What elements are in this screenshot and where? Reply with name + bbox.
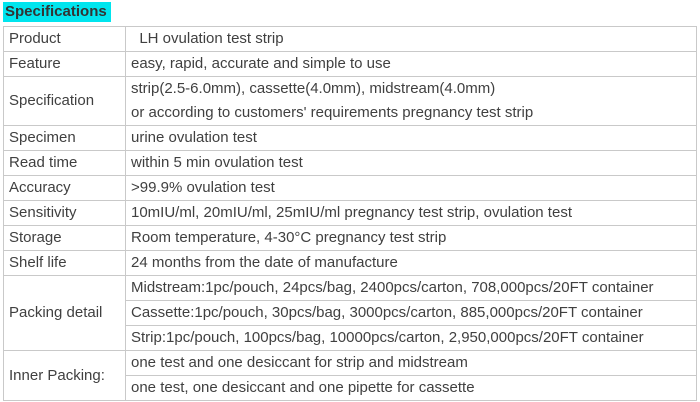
page-title-wrap: Specifications [0, 0, 700, 26]
table-row: Specification strip(2.5-6.0mm), cassette(… [3, 76, 697, 126]
row-value: 10mIU/ml, 20mIU/ml, 25mIU/ml pregnancy t… [125, 200, 697, 226]
spec-table-body: Product LH ovulation test strip Feature ea… [3, 26, 697, 401]
page-title: Specifications [3, 2, 111, 22]
row-label: Feature [3, 51, 126, 77]
row-value: easy, rapid, accurate and simple to use [125, 51, 697, 77]
row-label: Specimen [3, 125, 126, 151]
row-label: Read time [3, 150, 126, 176]
specifications-table: Product LH ovulation test strip Feature ea… [3, 26, 697, 401]
row-value: Midstream:1pc/pouch, 24pcs/bag, 2400pcs/… [125, 275, 697, 301]
row-value: Cassette:1pc/pouch, 30pcs/bag, 3000pcs/c… [125, 300, 697, 326]
table-row: Packing detail Midstream:1pc/pouch, 24pcs… [3, 275, 697, 351]
table-row: Inner Packing: one test and one desiccant… [3, 350, 697, 401]
row-value: one test and one desiccant for strip and… [125, 350, 697, 376]
row-value: strip(2.5-6.0mm), cassette(4.0mm), midst… [125, 76, 697, 126]
row-value: >99.9% ovulation test [125, 175, 697, 201]
row-label: Sensitivity [3, 200, 126, 226]
table-row: Read time within 5 min ovulation test [3, 150, 697, 176]
table-row: one test, one desiccant and one pipette … [4, 375, 697, 401]
table-row: Feature easy, rapid, accurate and simple … [3, 51, 697, 77]
row-label: Product [3, 26, 126, 52]
row-value: one test, one desiccant and one pipette … [125, 375, 697, 401]
table-row: Specimen urine ovulation test [3, 125, 697, 151]
table-row: Accuracy >99.9% ovulation test [3, 175, 697, 201]
table-row: Cassette:1pc/pouch, 30pcs/bag, 3000pcs/c… [4, 300, 697, 326]
table-row: Shelf life 24 months from the date of man… [3, 250, 697, 276]
row-label: Accuracy [3, 175, 126, 201]
table-row: Strip:1pc/pouch, 100pcs/bag, 10000pcs/ca… [4, 325, 697, 351]
row-value: Room temperature, 4-30°C pregnancy test … [125, 225, 697, 251]
row-label: Inner Packing: [3, 350, 126, 401]
row-value: Strip:1pc/pouch, 100pcs/bag, 10000pcs/ca… [125, 325, 697, 351]
row-value: 24 months from the date of manufacture [125, 250, 697, 276]
row-label: Packing detail [3, 275, 126, 351]
row-label: Shelf life [3, 250, 126, 276]
row-label: Specification [3, 76, 126, 126]
row-label: Storage [3, 225, 126, 251]
row-value: urine ovulation test [125, 125, 697, 151]
table-row: Product LH ovulation test strip [3, 26, 697, 52]
table-row: Storage Room temperature, 4-30°C pregnanc… [3, 225, 697, 251]
row-value: within 5 min ovulation test [125, 150, 697, 176]
table-row: Sensitivity 10mIU/ml, 20mIU/ml, 25mIU/ml … [3, 200, 697, 226]
row-value: LH ovulation test strip [125, 26, 697, 52]
